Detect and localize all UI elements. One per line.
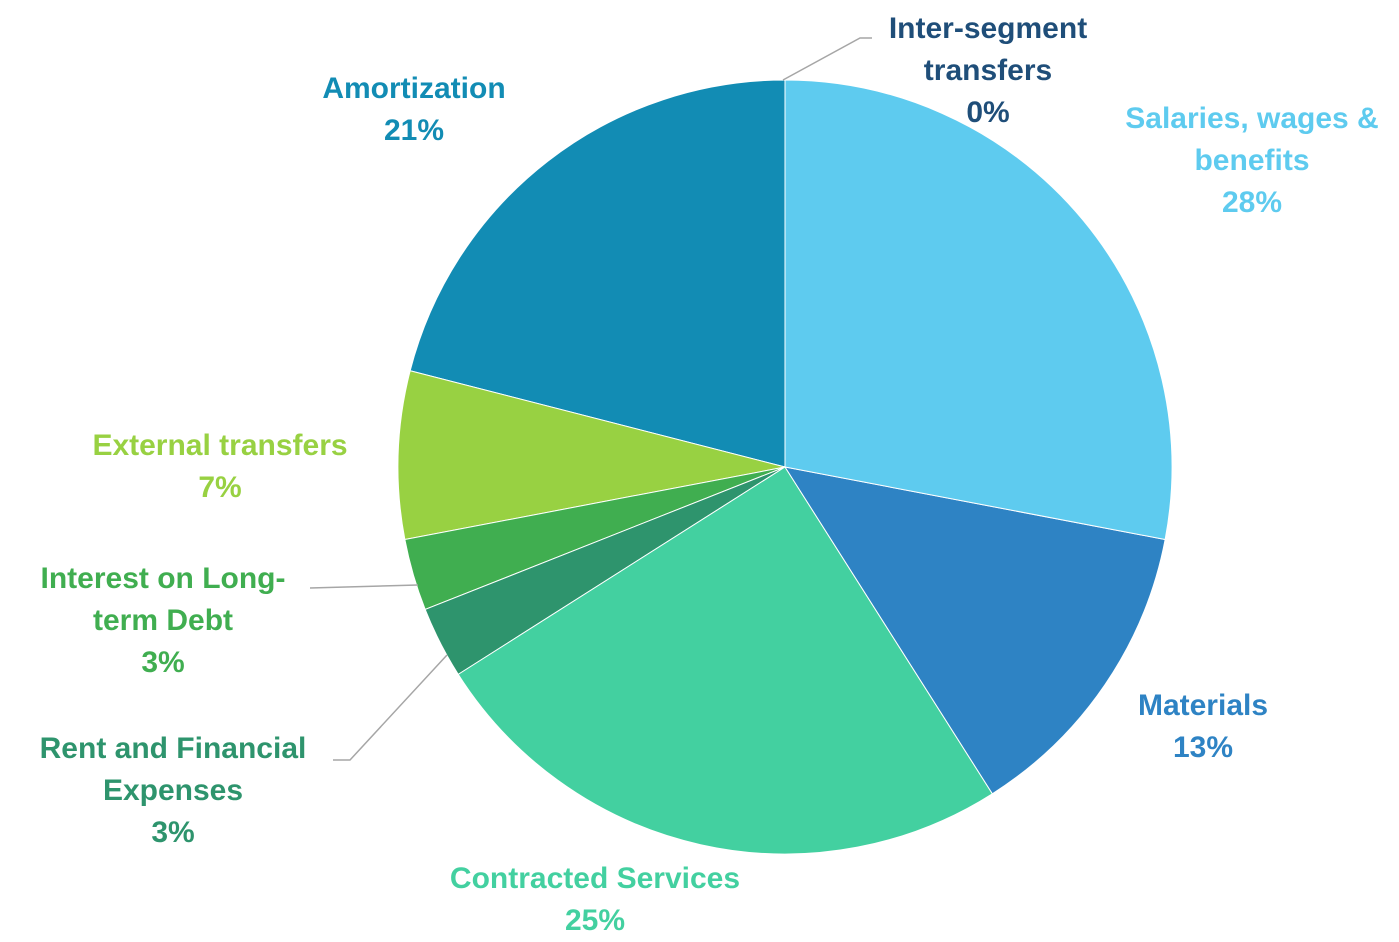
label-category: Contracted Services [449, 862, 741, 895]
pie-slice [783, 466, 1166, 795]
pie-slice [784, 79, 1173, 541]
data-label: Rent and Financial Expenses 3% [13, 728, 333, 854]
data-label: External transfers 7% [60, 425, 380, 509]
label-value: 28% [1221, 186, 1283, 219]
data-label: Materials 13% [1073, 685, 1333, 769]
label-value: 3% [141, 646, 185, 679]
data-label: Amortization 21% [284, 68, 544, 152]
leader-line [333, 654, 448, 761]
label-value: 7% [198, 471, 242, 504]
pie-slice [397, 370, 786, 541]
label-category: Amortization [322, 72, 506, 105]
data-label: Contracted Services 25% [415, 858, 775, 942]
label-category: Interest on Long-term Debt [40, 562, 286, 637]
data-label: Interest on Long-term Debt 3% [21, 558, 306, 684]
label-value: 25% [564, 904, 626, 937]
label-category: Inter-segment transfers [888, 12, 1088, 87]
leader-line [309, 584, 419, 589]
label-value: 3% [151, 816, 195, 849]
label-category: External transfers [92, 429, 348, 462]
pie-slice [409, 79, 786, 468]
data-label: Inter-segment transfers 0% [868, 8, 1108, 134]
label-value: 21% [383, 114, 445, 147]
label-category: Salaries, wages & benefits [1125, 102, 1379, 177]
label-value: 0% [966, 96, 1010, 129]
data-label: Salaries, wages & benefits 28% [1102, 98, 1399, 224]
leader-line [782, 37, 872, 81]
pie-slice [457, 466, 994, 855]
label-value: 13% [1172, 731, 1234, 764]
label-category: Materials [1137, 689, 1269, 722]
label-category: Rent and Financial Expenses [39, 732, 307, 807]
